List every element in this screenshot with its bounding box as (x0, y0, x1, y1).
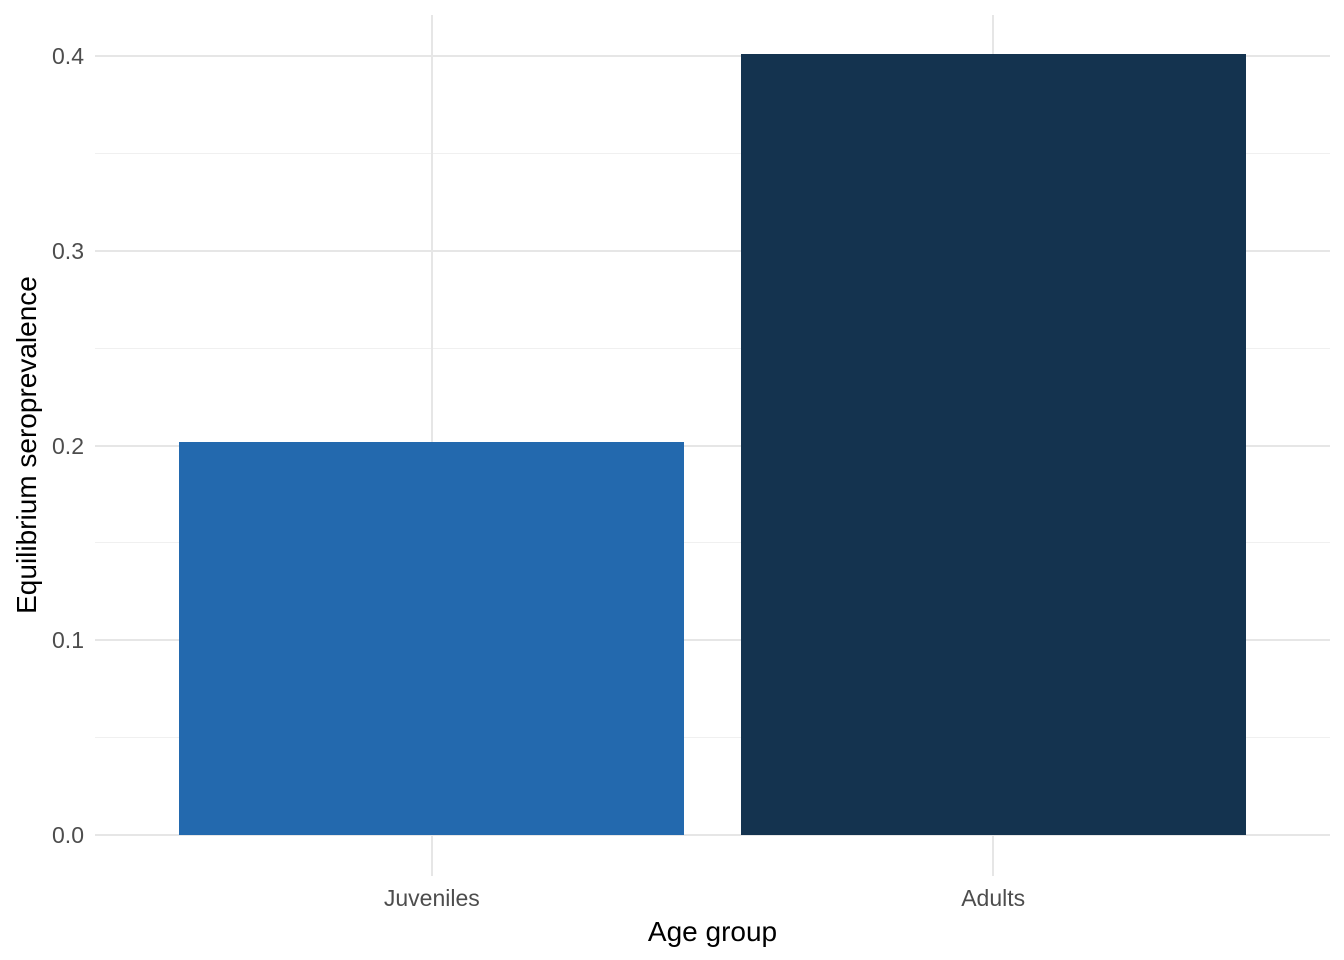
y-gridline-minor (95, 152, 1330, 154)
y-gridline-major (95, 249, 1330, 252)
y-tick-label: 0.1 (52, 627, 84, 654)
x-axis-title: Age group (647, 916, 778, 947)
y-gridline-major (95, 639, 1330, 642)
y-tick-label: 0.2 (52, 432, 84, 459)
plot-panel (95, 15, 1330, 876)
x-tick-label: Juveniles (383, 885, 480, 911)
bar-adults[interactable] (740, 53, 1246, 836)
bar-juveniles[interactable] (179, 441, 685, 836)
y-gridline-major (95, 834, 1330, 837)
y-gridline-minor (95, 737, 1330, 739)
y-gridline-minor (95, 347, 1330, 349)
x-tick-label: Adults (961, 885, 1026, 911)
y-gridline-minor (95, 542, 1330, 544)
y-gridline-major (95, 444, 1330, 447)
y-gridline-major (95, 54, 1330, 57)
y-tick-label: 0.3 (52, 237, 84, 264)
y-tick-label: 0.0 (52, 822, 84, 849)
y-tick-label: 0.4 (52, 42, 84, 69)
